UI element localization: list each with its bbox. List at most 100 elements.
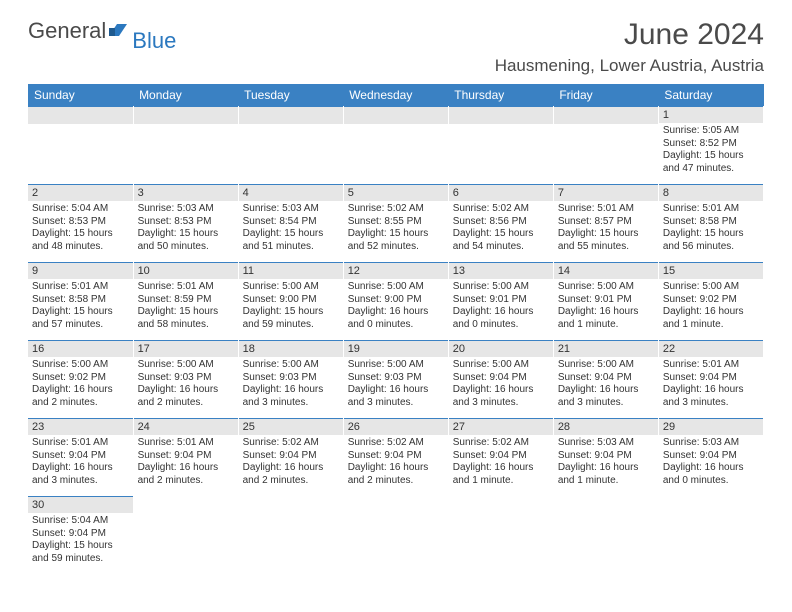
- sunrise-text: Sunrise: 5:01 AM: [663, 203, 759, 216]
- day-number: 3: [134, 184, 238, 201]
- day-number: 5: [344, 184, 448, 201]
- daylight-text: Daylight: 15 hours and 59 minutes.: [32, 540, 129, 565]
- daylight-text: Daylight: 16 hours and 3 minutes.: [558, 384, 654, 409]
- sunset-text: Sunset: 9:04 PM: [663, 372, 759, 385]
- daylight-text: Daylight: 16 hours and 2 minutes.: [32, 384, 129, 409]
- calendar-cell: 27Sunrise: 5:02 AMSunset: 9:04 PMDayligh…: [448, 418, 553, 496]
- calendar-cell: [238, 496, 343, 574]
- calendar-cell: 20Sunrise: 5:00 AMSunset: 9:04 PMDayligh…: [448, 340, 553, 418]
- empty-day-header: [134, 106, 238, 124]
- calendar-cell: 28Sunrise: 5:03 AMSunset: 9:04 PMDayligh…: [553, 418, 658, 496]
- calendar-cell: 4Sunrise: 5:03 AMSunset: 8:54 PMDaylight…: [238, 184, 343, 262]
- sunset-text: Sunset: 9:03 PM: [243, 372, 339, 385]
- sunrise-text: Sunrise: 5:02 AM: [453, 437, 549, 450]
- daylight-text: Daylight: 16 hours and 1 minute.: [453, 462, 549, 487]
- calendar-cell: [133, 106, 238, 184]
- day-details: Sunrise: 5:02 AMSunset: 9:04 PMDaylight:…: [344, 435, 448, 491]
- day-number: 30: [28, 496, 133, 513]
- calendar-week-row: 30Sunrise: 5:04 AMSunset: 9:04 PMDayligh…: [28, 496, 764, 574]
- calendar-cell: [343, 496, 448, 574]
- day-number: 12: [344, 262, 448, 279]
- day-details: Sunrise: 5:05 AMSunset: 8:52 PMDaylight:…: [659, 123, 763, 179]
- day-details: Sunrise: 5:00 AMSunset: 9:03 PMDaylight:…: [239, 357, 343, 413]
- sunrise-text: Sunrise: 5:03 AM: [558, 437, 654, 450]
- dayname-header: Saturday: [658, 84, 763, 106]
- daylight-text: Daylight: 16 hours and 3 minutes.: [663, 384, 759, 409]
- calendar-cell: [28, 106, 133, 184]
- day-details: Sunrise: 5:01 AMSunset: 8:59 PMDaylight:…: [134, 279, 238, 335]
- daylight-text: Daylight: 16 hours and 2 minutes.: [138, 384, 234, 409]
- month-title: June 2024: [495, 18, 764, 52]
- day-details: Sunrise: 5:00 AMSunset: 9:02 PMDaylight:…: [28, 357, 133, 413]
- calendar-cell: 1Sunrise: 5:05 AMSunset: 8:52 PMDaylight…: [658, 106, 763, 184]
- calendar-cell: [553, 106, 658, 184]
- calendar-cell: 5Sunrise: 5:02 AMSunset: 8:55 PMDaylight…: [343, 184, 448, 262]
- day-details: Sunrise: 5:01 AMSunset: 8:58 PMDaylight:…: [659, 201, 763, 257]
- sunrise-text: Sunrise: 5:00 AM: [453, 281, 549, 294]
- sunset-text: Sunset: 9:04 PM: [453, 372, 549, 385]
- sunset-text: Sunset: 9:00 PM: [348, 294, 444, 307]
- calendar-cell: 11Sunrise: 5:00 AMSunset: 9:00 PMDayligh…: [238, 262, 343, 340]
- day-details: Sunrise: 5:01 AMSunset: 8:58 PMDaylight:…: [28, 279, 133, 335]
- daylight-text: Daylight: 15 hours and 47 minutes.: [663, 150, 759, 175]
- calendar-cell: 16Sunrise: 5:00 AMSunset: 9:02 PMDayligh…: [28, 340, 133, 418]
- calendar-cell: 22Sunrise: 5:01 AMSunset: 9:04 PMDayligh…: [658, 340, 763, 418]
- day-number: 4: [239, 184, 343, 201]
- day-details: Sunrise: 5:00 AMSunset: 9:03 PMDaylight:…: [344, 357, 448, 413]
- day-details: Sunrise: 5:04 AMSunset: 8:53 PMDaylight:…: [28, 201, 133, 257]
- calendar-cell: 24Sunrise: 5:01 AMSunset: 9:04 PMDayligh…: [133, 418, 238, 496]
- logo: General Blue: [28, 18, 176, 44]
- day-details: Sunrise: 5:02 AMSunset: 8:56 PMDaylight:…: [449, 201, 553, 257]
- day-number: 23: [28, 418, 133, 435]
- sunset-text: Sunset: 9:04 PM: [663, 450, 759, 463]
- sunrise-text: Sunrise: 5:01 AM: [558, 203, 654, 216]
- dayname-header: Wednesday: [343, 84, 448, 106]
- day-details: Sunrise: 5:03 AMSunset: 8:53 PMDaylight:…: [134, 201, 238, 257]
- calendar-cell: 29Sunrise: 5:03 AMSunset: 9:04 PMDayligh…: [658, 418, 763, 496]
- logo-text-1: General: [28, 18, 106, 44]
- logo-flag-icon: [109, 22, 131, 43]
- daylight-text: Daylight: 16 hours and 2 minutes.: [138, 462, 234, 487]
- sunset-text: Sunset: 8:59 PM: [138, 294, 234, 307]
- sunrise-text: Sunrise: 5:01 AM: [138, 281, 234, 294]
- daylight-text: Daylight: 15 hours and 59 minutes.: [243, 306, 339, 331]
- day-details: Sunrise: 5:03 AMSunset: 8:54 PMDaylight:…: [239, 201, 343, 257]
- calendar-cell: [658, 496, 763, 574]
- sunrise-text: Sunrise: 5:03 AM: [663, 437, 759, 450]
- page-header: General Blue June 2024 Hausmening, Lower…: [28, 18, 764, 76]
- empty-day-header: [449, 106, 553, 124]
- day-number: 6: [449, 184, 553, 201]
- sunset-text: Sunset: 9:03 PM: [348, 372, 444, 385]
- sunrise-text: Sunrise: 5:03 AM: [138, 203, 234, 216]
- day-details: Sunrise: 5:04 AMSunset: 9:04 PMDaylight:…: [28, 513, 133, 569]
- day-number: 10: [134, 262, 238, 279]
- daylight-text: Daylight: 16 hours and 1 minute.: [558, 306, 654, 331]
- daylight-text: Daylight: 16 hours and 3 minutes.: [243, 384, 339, 409]
- sunrise-text: Sunrise: 5:01 AM: [32, 281, 129, 294]
- sunrise-text: Sunrise: 5:02 AM: [453, 203, 549, 216]
- sunrise-text: Sunrise: 5:02 AM: [348, 203, 444, 216]
- day-details: Sunrise: 5:02 AMSunset: 8:55 PMDaylight:…: [344, 201, 448, 257]
- daylight-text: Daylight: 15 hours and 50 minutes.: [138, 228, 234, 253]
- calendar-cell: 17Sunrise: 5:00 AMSunset: 9:03 PMDayligh…: [133, 340, 238, 418]
- day-number: 29: [659, 418, 763, 435]
- daylight-text: Daylight: 16 hours and 0 minutes.: [348, 306, 444, 331]
- logo-text-2: Blue: [132, 28, 176, 54]
- calendar-week-row: 2Sunrise: 5:04 AMSunset: 8:53 PMDaylight…: [28, 184, 764, 262]
- day-details: Sunrise: 5:02 AMSunset: 9:04 PMDaylight:…: [239, 435, 343, 491]
- sunset-text: Sunset: 9:04 PM: [32, 450, 129, 463]
- dayname-header: Sunday: [28, 84, 133, 106]
- sunset-text: Sunset: 9:04 PM: [453, 450, 549, 463]
- calendar-cell: [553, 496, 658, 574]
- title-block: June 2024 Hausmening, Lower Austria, Aus…: [495, 18, 764, 76]
- sunrise-text: Sunrise: 5:00 AM: [348, 281, 444, 294]
- sunrise-text: Sunrise: 5:05 AM: [663, 125, 759, 138]
- calendar-cell: 15Sunrise: 5:00 AMSunset: 9:02 PMDayligh…: [658, 262, 763, 340]
- sunrise-text: Sunrise: 5:04 AM: [32, 203, 129, 216]
- sunset-text: Sunset: 9:04 PM: [558, 372, 654, 385]
- daylight-text: Daylight: 15 hours and 54 minutes.: [453, 228, 549, 253]
- sunrise-text: Sunrise: 5:01 AM: [663, 359, 759, 372]
- daylight-text: Daylight: 16 hours and 2 minutes.: [348, 462, 444, 487]
- sunrise-text: Sunrise: 5:03 AM: [243, 203, 339, 216]
- sunrise-text: Sunrise: 5:00 AM: [453, 359, 549, 372]
